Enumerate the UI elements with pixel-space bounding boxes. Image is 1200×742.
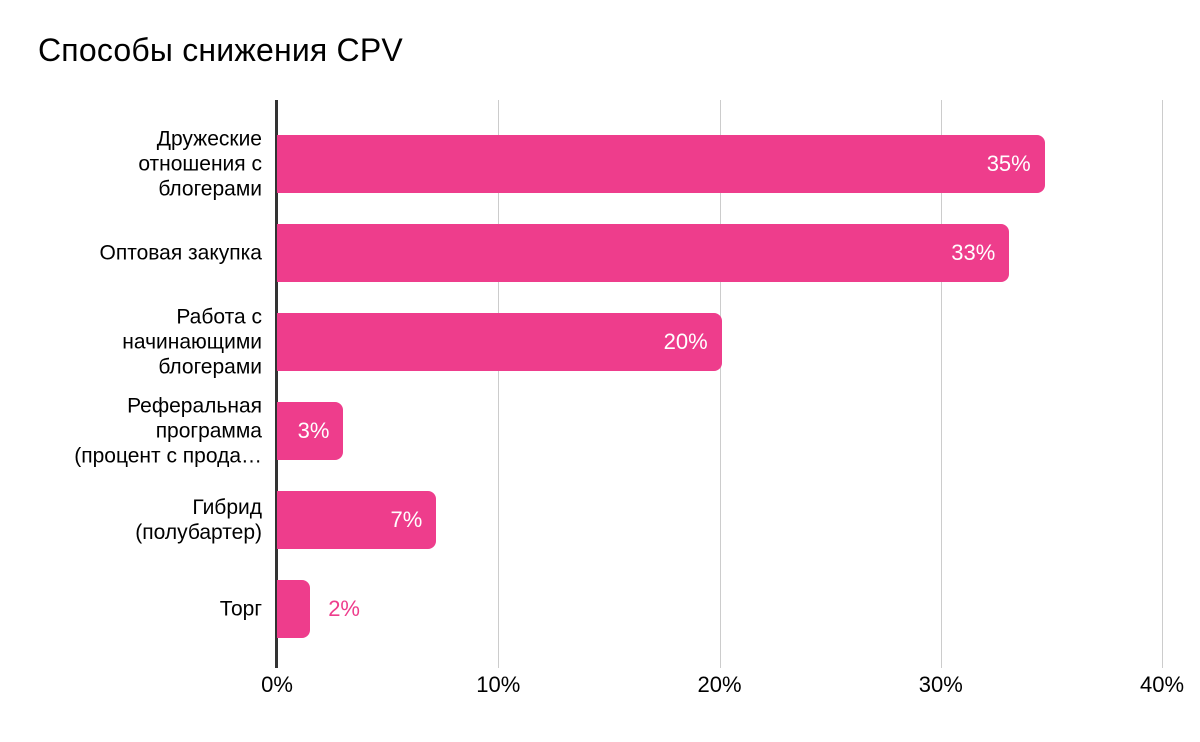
x-axis-tick-label: 0% (261, 672, 293, 697)
bar (277, 402, 344, 460)
bar (277, 224, 1010, 282)
category-label: Гибрид (полубартер) (135, 496, 262, 544)
chart-title: Способы снижения CPV (38, 32, 403, 68)
bar (277, 580, 311, 638)
gridline (719, 100, 721, 668)
category-label: Работа с начинающими блогерами (122, 305, 262, 379)
bar (277, 491, 437, 549)
gridline (1162, 100, 1163, 668)
bar (277, 313, 722, 371)
y-axis-line (275, 100, 278, 668)
value-label: 20% (663, 329, 708, 354)
category-label: Торг (219, 597, 262, 621)
gridline (498, 100, 500, 668)
x-axis-tick-label: 30% (918, 672, 963, 697)
category-label: Дружеские отношения с блогерами (138, 127, 262, 201)
value-label: 35% (986, 151, 1031, 176)
category-label: Реферальная программа (процент с прода… (74, 394, 262, 468)
gridline (940, 100, 942, 668)
value-label: 33% (951, 240, 996, 265)
bar (277, 135, 1045, 193)
x-axis-tick-label: 40% (1139, 672, 1185, 697)
x-axis-tick-label: 10% (476, 672, 521, 697)
category-label: Оптовая закупка (99, 241, 262, 265)
value-label: 7% (390, 507, 423, 532)
value-label: 3% (297, 418, 330, 443)
x-axis-tick-label: 20% (697, 672, 742, 697)
value-label: 2% (328, 596, 360, 621)
